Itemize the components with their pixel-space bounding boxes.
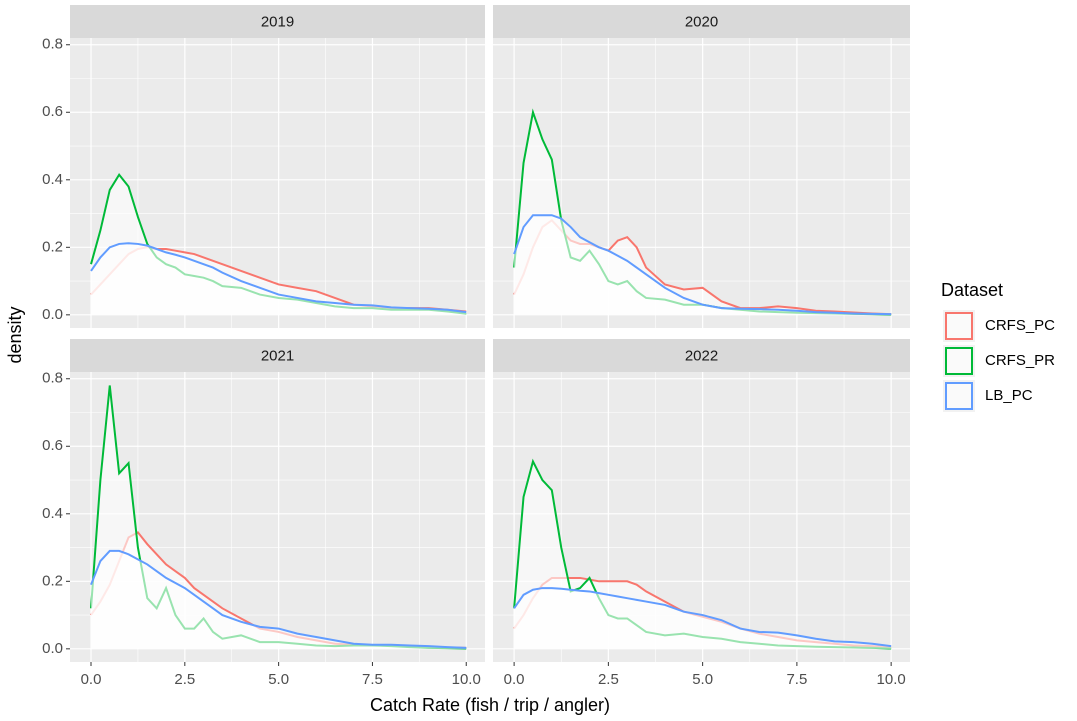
x-tick-label: 2.5 (174, 671, 195, 688)
y-tick-label: 0.4 (42, 505, 63, 522)
density-line (90, 242, 467, 314)
y-axis-title: density (5, 306, 25, 363)
y-tick-label: 0.2 (42, 238, 63, 255)
density-line (90, 549, 467, 649)
x-tick-label: 0.0 (81, 671, 102, 688)
legend-swatch (945, 312, 973, 340)
panel-marks (513, 108, 892, 316)
y-tick-label: 0.0 (42, 640, 63, 657)
y-tick-label: 0.6 (42, 437, 63, 454)
x-tick-label: 5.0 (692, 671, 713, 688)
density-fill (91, 550, 467, 649)
strip-label: 2019 (261, 13, 294, 30)
x-tick-label: 7.5 (362, 671, 383, 688)
x-tick-label: 2.5 (598, 671, 619, 688)
y-tick-label: 0.4 (42, 171, 63, 188)
legend-swatch (945, 347, 973, 375)
legend-title: Dataset (941, 280, 1003, 300)
strip (493, 339, 910, 372)
density-fill (91, 243, 467, 315)
strip (70, 5, 485, 38)
density-line (513, 214, 892, 316)
y-tick-label: 0.8 (42, 36, 63, 53)
y-tick-label: 0.0 (42, 306, 63, 323)
legend-label: CRFS_PC (985, 317, 1055, 334)
legend-label: CRFS_PR (985, 352, 1055, 369)
strip-label: 2021 (261, 347, 294, 364)
x-tick-label: 5.0 (268, 671, 289, 688)
panel-marks (513, 458, 892, 650)
strip-label: 2022 (685, 347, 718, 364)
x-tick-label: 0.0 (504, 671, 525, 688)
x-tick-label: 7.5 (786, 671, 807, 688)
x-tick-label: 10.0 (452, 671, 481, 688)
strip (70, 339, 485, 372)
strip (493, 5, 910, 38)
x-axis-title: Catch Rate (fish / trip / angler) (370, 695, 610, 715)
strip-label: 2020 (685, 13, 718, 30)
y-tick-label: 0.2 (42, 572, 63, 589)
y-tick-label: 0.8 (42, 370, 63, 387)
legend-swatch (945, 382, 973, 410)
density-fill (514, 215, 892, 315)
panel-marks (90, 385, 467, 650)
y-tick-label: 0.6 (42, 103, 63, 120)
density-fill (514, 588, 892, 649)
panel-marks (90, 172, 467, 315)
legend-label: LB_PC (985, 387, 1033, 404)
x-tick-label: 10.0 (877, 671, 906, 688)
density-line (513, 587, 892, 648)
